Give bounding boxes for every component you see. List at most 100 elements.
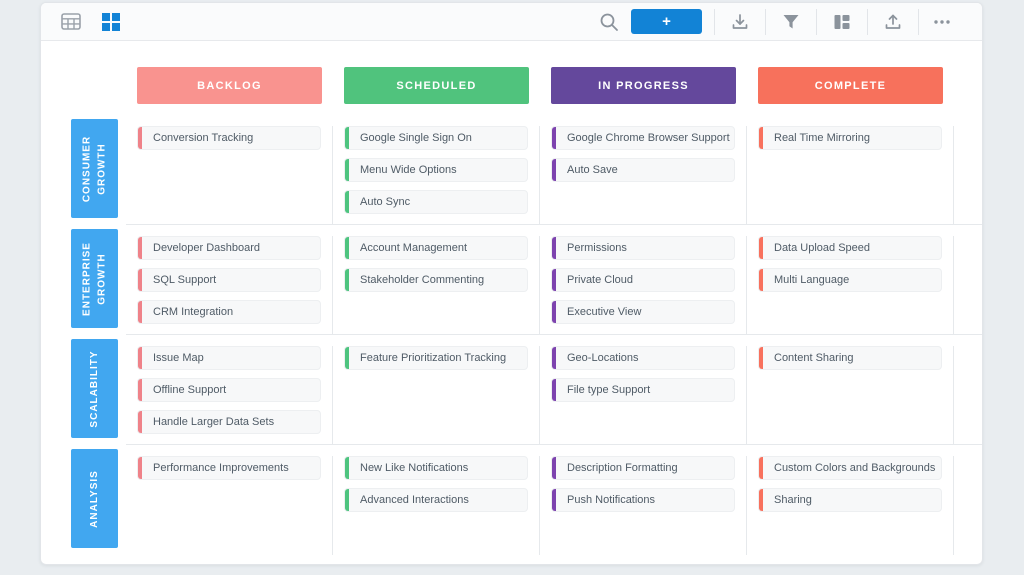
export-button[interactable] (867, 8, 918, 35)
row-label-scalability[interactable]: SCALABILITY (71, 339, 118, 438)
search-icon (600, 13, 618, 31)
board-cell: Google Single Sign On Menu Wide Options Au… (333, 126, 540, 224)
card-title: Executive View (567, 306, 642, 318)
card[interactable]: Geo-Locations (551, 346, 735, 370)
card[interactable]: Conversion Tracking (137, 126, 321, 150)
board-row-cells: Issue Map Offline Support Handle Larger Da… (126, 335, 982, 445)
card-accent-bar (552, 489, 556, 511)
card[interactable]: Sharing (758, 488, 942, 512)
row-label-consumer-growth[interactable]: CONSUMER GROWTH (71, 119, 118, 218)
card-title: Menu Wide Options (360, 164, 457, 176)
card-title: Account Management (360, 242, 468, 254)
card-title: Permissions (567, 242, 627, 254)
more-options-button[interactable] (918, 8, 964, 35)
column-header-cell: IN PROGRESS (540, 67, 747, 104)
card[interactable]: Advanced Interactions (344, 488, 528, 512)
card-title: Handle Larger Data Sets (153, 416, 275, 428)
card[interactable]: Private Cloud (551, 268, 735, 292)
column-header-cell: SCHEDULED (333, 67, 540, 104)
column-header-complete[interactable]: COMPLETE (758, 67, 943, 104)
card[interactable]: Custom Colors and Backgrounds (758, 456, 942, 480)
card-title: Google Single Sign On (360, 132, 472, 144)
card-accent-bar (552, 237, 556, 259)
card[interactable]: Content Sharing (758, 346, 942, 370)
filter-icon (783, 14, 799, 28)
card[interactable]: Stakeholder Commenting (344, 268, 528, 292)
card[interactable]: Auto Save (551, 158, 735, 182)
card[interactable]: Data Upload Speed (758, 236, 942, 260)
column-header-in-progress[interactable]: IN PROGRESS (551, 67, 736, 104)
toolbar: + (41, 3, 982, 41)
column-header-cell: BACKLOG (126, 67, 333, 104)
card[interactable]: Google Chrome Browser Support (551, 126, 735, 150)
card-accent-bar (759, 127, 763, 149)
card[interactable]: Offline Support (137, 378, 321, 402)
row-label-analysis[interactable]: ANALYSIS (71, 449, 118, 548)
card[interactable]: Auto Sync (344, 190, 528, 214)
board-cell: Conversion Tracking (126, 126, 333, 224)
card-accent-bar (345, 159, 349, 181)
toolbar-actions: + (597, 3, 964, 40)
column-header-backlog[interactable]: BACKLOG (137, 67, 322, 104)
card-title: Data Upload Speed (774, 242, 871, 254)
card-accent-bar (138, 269, 142, 291)
card[interactable]: Executive View (551, 300, 735, 324)
card[interactable]: Developer Dashboard (137, 236, 321, 260)
card[interactable]: New Like Notifications (344, 456, 528, 480)
grid-view-button[interactable] (99, 10, 123, 34)
card-accent-bar (759, 489, 763, 511)
card-title: Issue Map (153, 352, 204, 364)
card-title: Conversion Tracking (153, 132, 254, 144)
table-view-button[interactable] (59, 10, 83, 34)
card[interactable]: Feature Prioritization Tracking (344, 346, 528, 370)
card[interactable]: SQL Support (137, 268, 321, 292)
card-title: Performance Improvements (153, 462, 289, 474)
card-title: Sharing (774, 494, 812, 506)
row-label-text: SCALABILITY (88, 349, 100, 428)
table-view-icon (61, 13, 81, 30)
card[interactable]: CRM Integration (137, 300, 321, 324)
board-cell: Developer Dashboard SQL Support CRM Integr… (126, 236, 333, 334)
card[interactable]: Push Notifications (551, 488, 735, 512)
board-cell: Feature Prioritization Tracking (333, 346, 540, 444)
card[interactable]: Google Single Sign On (344, 126, 528, 150)
card-title: Geo-Locations (567, 352, 639, 364)
card[interactable]: Handle Larger Data Sets (137, 410, 321, 434)
card[interactable]: Performance Improvements (137, 456, 321, 480)
card[interactable]: Issue Map (137, 346, 321, 370)
card[interactable]: Menu Wide Options (344, 158, 528, 182)
card[interactable]: Permissions (551, 236, 735, 260)
card-accent-bar (552, 301, 556, 323)
card[interactable]: Real Time Mirroring (758, 126, 942, 150)
roadmap-app-window: + (40, 2, 983, 565)
card-accent-bar (138, 347, 142, 369)
filter-button[interactable] (765, 8, 816, 35)
card-accent-bar (759, 457, 763, 479)
board-row-scalability: SCALABILITY Issue Map Offline Support Handl… (71, 335, 982, 445)
grid-view-icon (102, 12, 120, 31)
card-title: Developer Dashboard (153, 242, 261, 254)
card[interactable]: Account Management (344, 236, 528, 260)
row-label-enterprise-growth[interactable]: ENTERPRISE GROWTH (71, 229, 118, 328)
card-accent-bar (138, 411, 142, 433)
card-accent-bar (552, 379, 556, 401)
card-title: Multi Language (774, 274, 850, 286)
layout-button[interactable] (816, 8, 867, 35)
card[interactable]: Multi Language (758, 268, 942, 292)
column-header-scheduled[interactable]: SCHEDULED (344, 67, 529, 104)
board-cell: Real Time Mirroring (747, 126, 954, 224)
card-title: New Like Notifications (360, 462, 469, 474)
board-row-enterprise-growth: ENTERPRISE GROWTH Developer Dashboard SQL … (71, 225, 982, 335)
add-item-button[interactable]: + (631, 9, 702, 34)
search-button[interactable] (597, 10, 621, 34)
board-cell: Google Chrome Browser Support Auto Save (540, 126, 747, 224)
card-accent-bar (138, 457, 142, 479)
card[interactable]: File type Support (551, 378, 735, 402)
import-button[interactable] (714, 8, 765, 35)
card-title: Auto Save (567, 164, 618, 176)
card[interactable]: Description Formatting (551, 456, 735, 480)
card-accent-bar (552, 457, 556, 479)
board-row-cells: Conversion Tracking Google Single Sign On… (126, 115, 982, 225)
card-accent-bar (759, 347, 763, 369)
card-title: Auto Sync (360, 196, 411, 208)
